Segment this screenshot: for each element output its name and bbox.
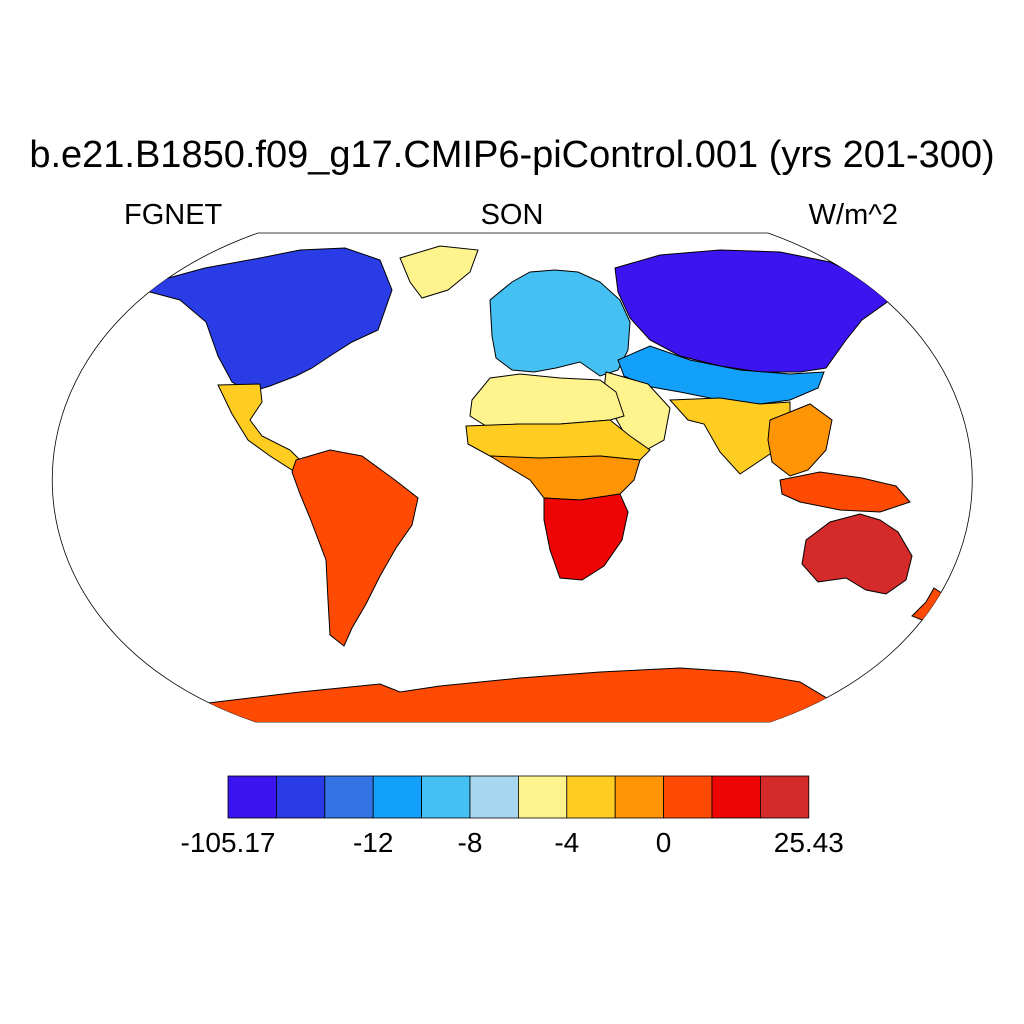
region-central-america <box>217 383 303 471</box>
region-central-asia <box>617 345 825 405</box>
region-central-africa <box>489 455 641 501</box>
region-australia <box>801 513 913 595</box>
colorbar-label: -12 <box>352 827 394 858</box>
colorbar-box <box>663 775 713 819</box>
colorbar-box <box>469 775 519 819</box>
region-europe <box>489 269 631 377</box>
region-north-america <box>149 247 393 393</box>
plot-title: b.e21.B1850.f09_g17.CMIP6-piControl.001 … <box>29 134 995 176</box>
colorbar-label: 25.43 <box>773 827 844 858</box>
colorbar-box <box>711 775 761 819</box>
region-south-america <box>291 449 419 647</box>
colorbar-box <box>372 775 423 819</box>
colorbar-label: -8 <box>457 827 483 858</box>
region-greenland <box>399 245 479 299</box>
colorbar-label: -4 <box>554 827 580 858</box>
variable-name: FGNET <box>124 199 223 231</box>
season-label: SON <box>480 199 544 231</box>
region-india <box>668 397 791 475</box>
colorbar-box <box>518 775 568 819</box>
region-siberia <box>614 249 891 373</box>
colorbar-box <box>760 775 810 819</box>
colorbar-box <box>421 775 471 819</box>
colorbar-label: 0 <box>655 827 672 858</box>
region-southeast-asia <box>767 403 833 477</box>
colorbar-box <box>275 775 326 819</box>
region-southern-africa <box>543 493 629 581</box>
colorbar-box <box>324 775 374 819</box>
colorbar-box <box>227 775 277 819</box>
colorbar-box <box>614 775 665 819</box>
colorbar-label: -105.17 <box>180 827 276 858</box>
region-antarctica <box>178 667 831 722</box>
units-label: W/m^2 <box>808 199 898 231</box>
region-indonesia <box>779 471 911 513</box>
colorbar-box <box>566 775 616 819</box>
